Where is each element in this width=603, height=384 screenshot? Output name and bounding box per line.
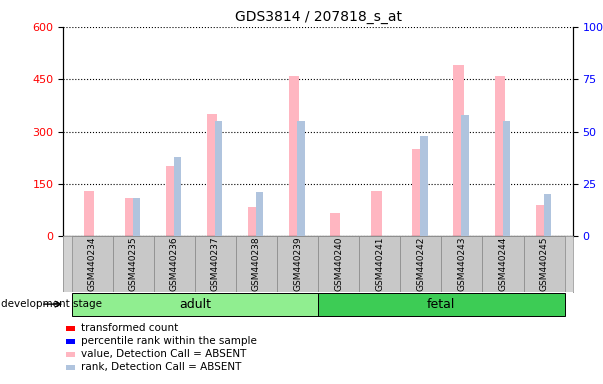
Bar: [502, 121, 510, 236]
Text: development stage: development stage: [1, 299, 102, 309]
Bar: [207, 114, 217, 236]
Text: GSM440242: GSM440242: [416, 237, 425, 291]
Text: value, Detection Call = ABSENT: value, Detection Call = ABSENT: [81, 349, 246, 359]
FancyBboxPatch shape: [523, 236, 564, 292]
Bar: [420, 136, 428, 236]
Text: fetal: fetal: [427, 298, 455, 311]
Text: rank, Detection Call = ABSENT: rank, Detection Call = ABSENT: [81, 362, 241, 372]
Text: GSM440234: GSM440234: [87, 237, 96, 291]
FancyBboxPatch shape: [441, 236, 482, 292]
Bar: [544, 194, 551, 236]
Text: transformed count: transformed count: [81, 323, 178, 333]
FancyBboxPatch shape: [154, 236, 195, 292]
Text: GSM440238: GSM440238: [252, 237, 261, 291]
Bar: [412, 149, 423, 236]
Bar: [248, 207, 258, 236]
Text: GSM440236: GSM440236: [170, 237, 178, 291]
Title: GDS3814 / 207818_s_at: GDS3814 / 207818_s_at: [235, 10, 402, 25]
FancyBboxPatch shape: [195, 236, 236, 292]
Bar: [215, 121, 223, 236]
Bar: [535, 205, 546, 236]
Bar: [166, 166, 176, 236]
Bar: [453, 65, 464, 236]
Text: adult: adult: [179, 298, 211, 311]
Bar: [174, 157, 182, 236]
Text: GSM440235: GSM440235: [128, 237, 137, 291]
Bar: [133, 199, 140, 236]
FancyBboxPatch shape: [400, 236, 441, 292]
Text: GSM440243: GSM440243: [458, 237, 466, 291]
FancyBboxPatch shape: [318, 293, 564, 316]
Text: GSM440244: GSM440244: [499, 237, 508, 291]
Bar: [297, 121, 305, 236]
FancyBboxPatch shape: [482, 236, 523, 292]
FancyBboxPatch shape: [72, 236, 113, 292]
Text: percentile rank within the sample: percentile rank within the sample: [81, 336, 257, 346]
Text: GSM440245: GSM440245: [540, 237, 549, 291]
FancyBboxPatch shape: [72, 293, 318, 316]
Bar: [330, 214, 341, 236]
Bar: [289, 76, 299, 236]
Bar: [125, 198, 135, 236]
Text: GSM440239: GSM440239: [293, 237, 302, 291]
FancyBboxPatch shape: [236, 236, 277, 292]
Bar: [371, 191, 382, 236]
Text: GSM440240: GSM440240: [334, 237, 343, 291]
Text: GSM440241: GSM440241: [375, 237, 384, 291]
FancyBboxPatch shape: [277, 236, 318, 292]
FancyBboxPatch shape: [359, 236, 400, 292]
Bar: [84, 191, 94, 236]
FancyBboxPatch shape: [113, 236, 154, 292]
Text: GSM440237: GSM440237: [211, 237, 220, 291]
Bar: [494, 76, 505, 236]
FancyBboxPatch shape: [318, 236, 359, 292]
Bar: [256, 192, 264, 236]
Bar: [461, 115, 469, 236]
